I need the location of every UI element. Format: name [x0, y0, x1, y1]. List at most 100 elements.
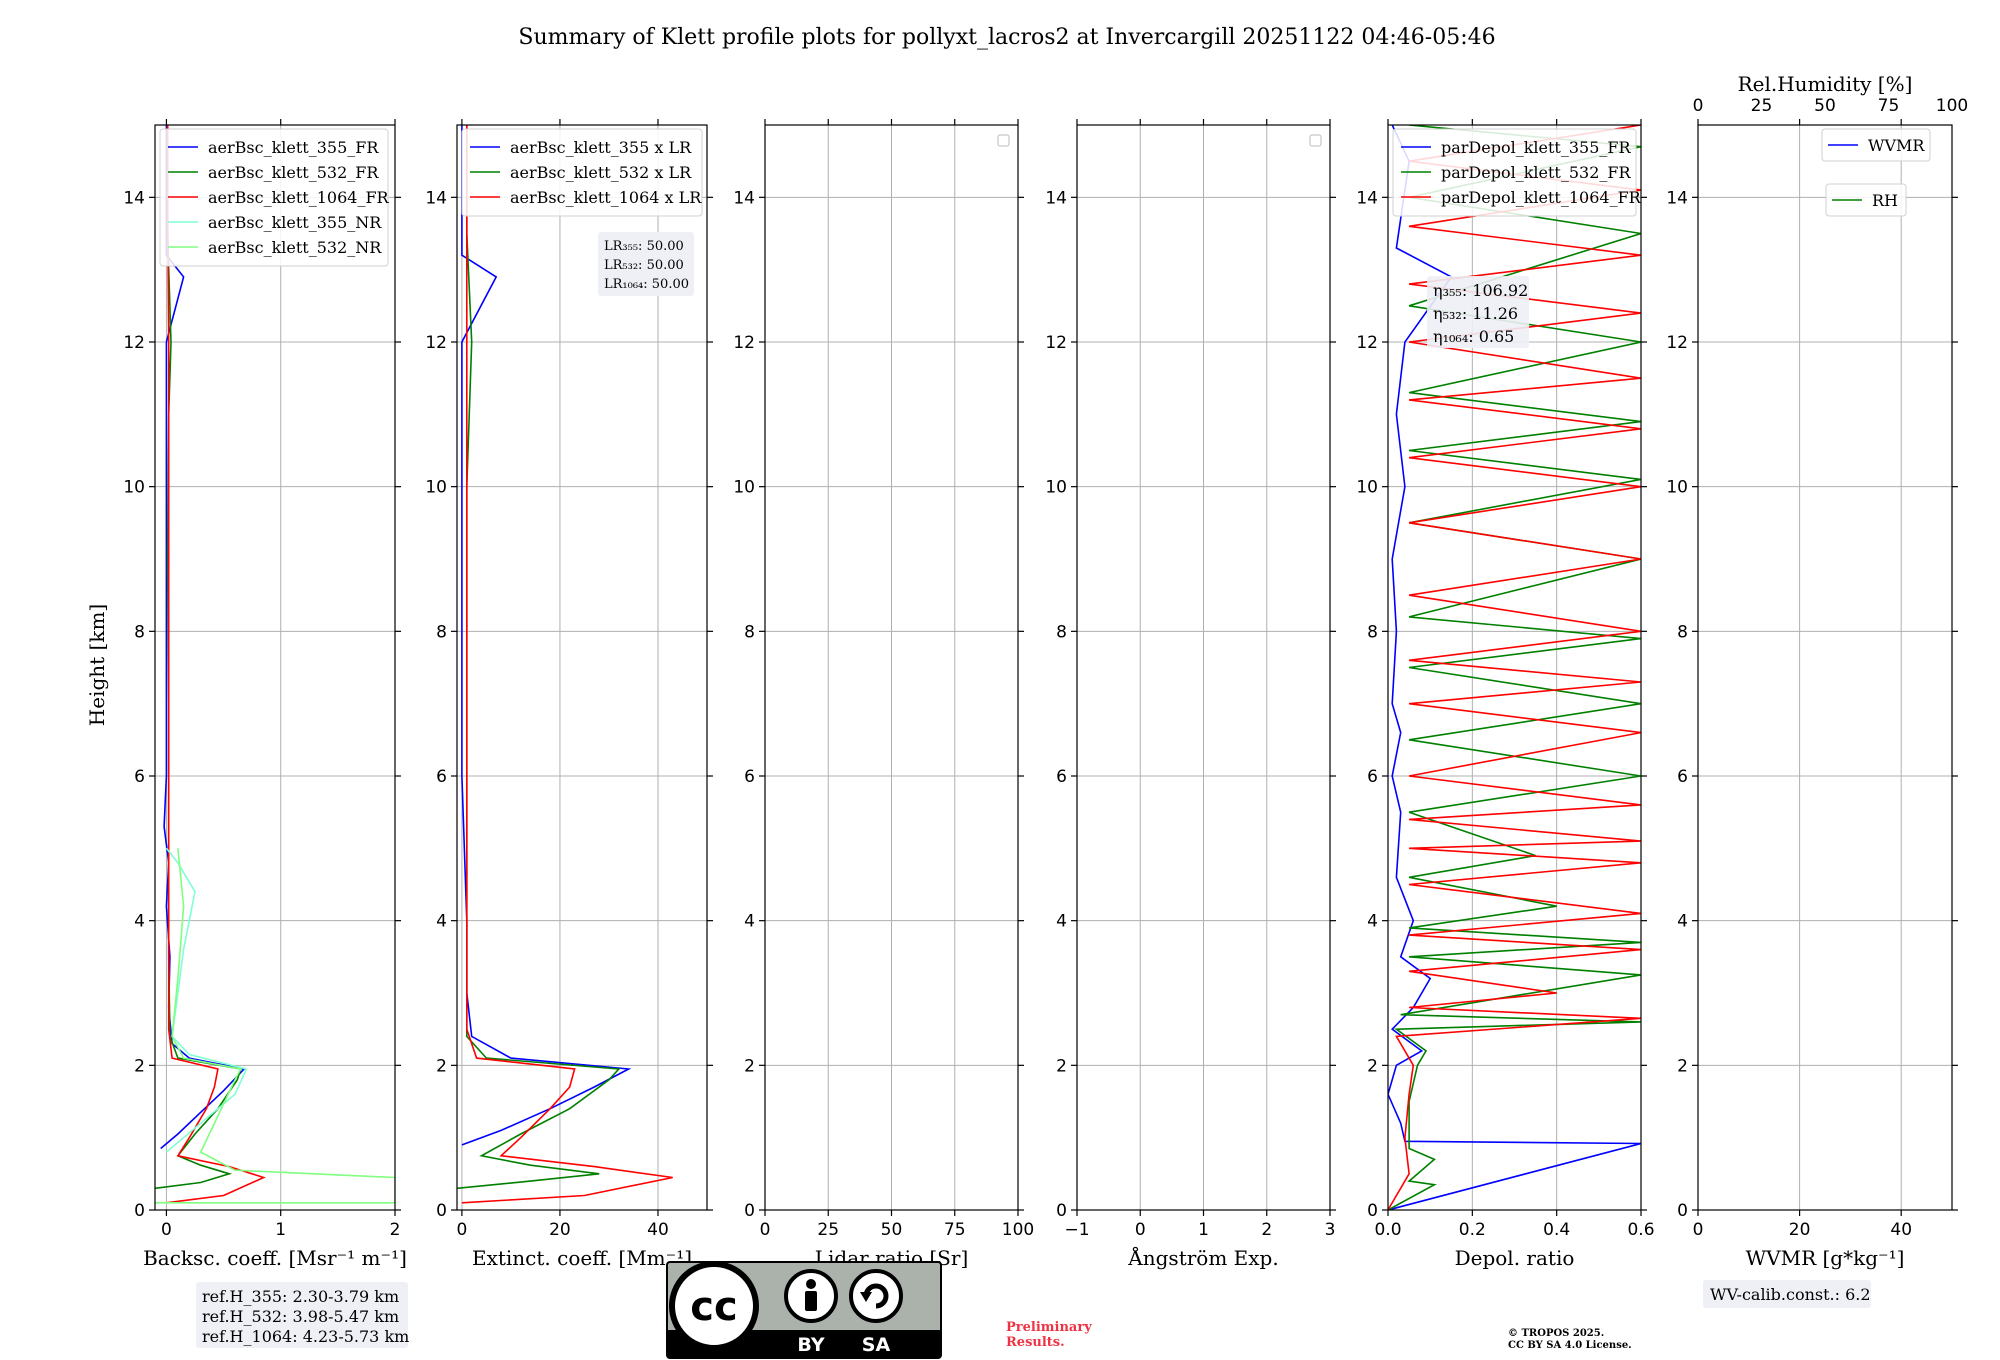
y-tick-label: 8 [1677, 622, 1688, 642]
x-tick-label: 1 [1198, 1220, 1209, 1240]
top-x-tick-label: 100 [1936, 96, 1968, 116]
series-line-aerBsc_klett_532_NR [155, 848, 395, 1204]
angstrom-label: η₁₀₆₄: 0.65 [1433, 327, 1514, 346]
series-line-aerBsc_klett_1064 x LR [461, 125, 673, 1204]
ref-height-label: ref.H_355: 2.30-3.79 km [202, 1287, 399, 1306]
legend-box [461, 128, 703, 217]
x-tick-label: 0 [760, 1220, 771, 1240]
y-tick-label: 2 [436, 1056, 447, 1076]
y-tick-label: 10 [1045, 478, 1067, 498]
y-tick-label: 6 [134, 767, 145, 787]
by-label: BY [797, 1334, 824, 1356]
y-tick-label: 14 [425, 188, 447, 208]
panel-6: 0 20 40 0 2 4 6 8 10 12 14 WVMR [g*kg⁻¹] 0 25 50 75 100 R… [1666, 72, 1968, 1270]
x-tick-label: 50 [881, 1220, 903, 1240]
legend-label: RH [1872, 191, 1898, 210]
by-person-body [805, 1291, 817, 1311]
wv-calib-label: WV-calib.const.: 6.2 [1710, 1285, 1871, 1304]
cc-circle-icon [669, 1261, 759, 1351]
panel-5: 0.0 0.2 0.4 0.6 0 2 4 6 8 10 12 14 Depol. ratio parDe… [1356, 119, 1655, 1270]
panel-frame [154, 124, 396, 1211]
legend-label: parDepol_klett_532_FR [1441, 163, 1632, 182]
legend-box [159, 128, 389, 267]
empty-legend-box [997, 134, 1010, 147]
y-tick-label: 14 [123, 188, 145, 208]
y-tick-label: 4 [744, 912, 755, 932]
cc-by-sa-license-badge: cc BY SA [666, 1261, 942, 1359]
x-tick-label: 40 [647, 1220, 669, 1240]
legend-box [1392, 128, 1637, 217]
lidar-ratio-box [598, 232, 694, 296]
y-tick-label: 14 [1666, 188, 1688, 208]
series-line-aerBsc_klett_532 x LR [457, 125, 621, 1190]
y-axis-label: Height [km] [85, 604, 109, 726]
copyright-label: CC BY SA 4.0 License. [1508, 1340, 1632, 1351]
top-x-tick-label: 0 [1693, 96, 1704, 116]
top-x-tick-label: 75 [1878, 96, 1900, 116]
y-tick-label: 12 [1356, 333, 1378, 353]
x-tick-label: 25 [817, 1220, 839, 1240]
x-tick-label: 0.2 [1459, 1220, 1486, 1240]
sa-arrow-head [860, 1292, 872, 1302]
legend-label: parDepol_klett_1064_FR [1441, 188, 1642, 207]
y-tick-label: 2 [1367, 1056, 1378, 1076]
x-tick-label: 0.0 [1374, 1220, 1401, 1240]
lidar-ratio-label: LR₃₅₅: 50.00 [604, 239, 684, 254]
panel-frame [1387, 124, 1642, 1211]
x-tick-label: 0 [161, 1220, 172, 1240]
legend-label: aerBsc_klett_532_FR [208, 163, 379, 182]
copyright-label: © TROPOS 2025. [1508, 1328, 1604, 1339]
y-tick-label: 4 [1677, 912, 1688, 932]
legend-label: aerBsc_klett_355_NR [208, 213, 382, 232]
y-tick-label: 4 [134, 912, 145, 932]
preliminary-results-label: Preliminary [1006, 1320, 1092, 1335]
series-line-parDepol_klett_355_FR [1388, 125, 1641, 1210]
legend-label: parDepol_klett_355_FR [1441, 138, 1632, 157]
x-axis-label: Backsc. coeff. [Msr⁻¹ m⁻¹] [143, 1246, 407, 1270]
panel-frame [1697, 124, 1953, 1211]
y-tick-label: 12 [1045, 333, 1067, 353]
y-tick-label: 2 [744, 1056, 755, 1076]
y-tick-label: 2 [1677, 1056, 1688, 1076]
y-tick-label: 8 [744, 622, 755, 642]
y-tick-label: 10 [123, 478, 145, 498]
legend-box [1825, 183, 1907, 217]
by-person-head [806, 1279, 816, 1289]
y-tick-label: 6 [436, 767, 447, 787]
legend-label: aerBsc_klett_532 x LR [510, 163, 692, 182]
y-tick-label: 4 [436, 912, 447, 932]
sa-share-icon [849, 1269, 903, 1323]
lidar-ratio-label: LR₅₃₂: 50.00 [604, 258, 684, 273]
y-tick-label: 14 [1045, 188, 1067, 208]
x-tick-label: 2 [1261, 1220, 1272, 1240]
wv-calib-box [1703, 1280, 1871, 1308]
ref-height-label: ref.H_1064: 4.23-5.73 km [202, 1327, 409, 1346]
legend-label: aerBsc_klett_532_NR [208, 238, 382, 257]
y-tick-label: 4 [1056, 912, 1067, 932]
x-tick-label: 0 [456, 1220, 467, 1240]
y-tick-label: 10 [425, 478, 447, 498]
lidar-ratio-label: LR₁₀₆₄: 50.00 [604, 277, 689, 292]
y-tick-label: 8 [436, 622, 447, 642]
y-tick-label: 0 [744, 1201, 755, 1221]
top-x-tick-label: 25 [1751, 96, 1773, 116]
ref-heights-box [196, 1282, 408, 1348]
x-tick-label: 20 [549, 1220, 571, 1240]
sa-label: SA [862, 1334, 891, 1356]
x-axis-label: Ångström Exp. [1127, 1245, 1278, 1270]
angstrom-label: η₅₃₂: 11.26 [1433, 304, 1518, 323]
y-tick-label: 6 [744, 767, 755, 787]
x-tick-label: 2 [390, 1220, 401, 1240]
panel-2: 0 20 40 0 2 4 6 8 10 12 14 Extinct. coeff. [Mm⁻¹] ae… [425, 119, 713, 1270]
legend-label: aerBsc_klett_1064 x LR [510, 188, 702, 207]
x-tick-label: 0.6 [1627, 1220, 1654, 1240]
series-line-aerBsc_klett_1064_FR [166, 125, 266, 1204]
y-tick-label: 0 [1367, 1201, 1378, 1221]
y-tick-label: 6 [1677, 767, 1688, 787]
x-tick-label: 3 [1325, 1220, 1336, 1240]
